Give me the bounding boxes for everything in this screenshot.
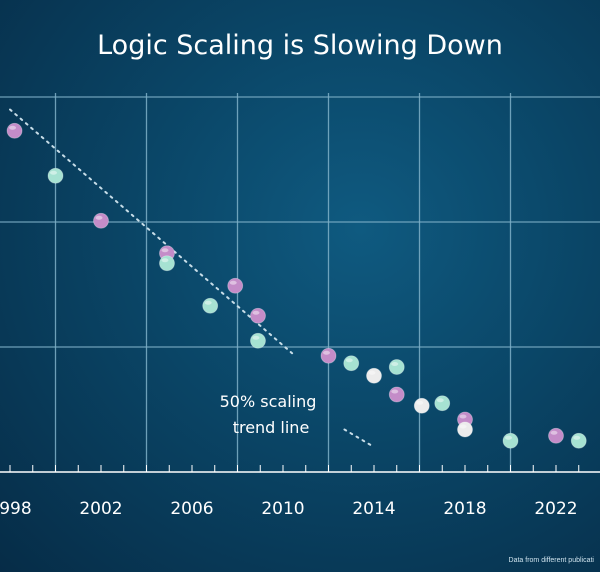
chart-title: Logic Scaling is Slowing Down [97, 30, 503, 61]
data-point-highlight [573, 435, 581, 440]
data-point-teal [343, 355, 360, 372]
data-point-highlight [95, 215, 103, 220]
data-points [6, 122, 587, 449]
trend-line-group [9, 108, 375, 448]
data-point-highlight [50, 170, 57, 175]
data-point-highlight [436, 398, 444, 403]
data-point-purple [388, 386, 405, 403]
x-tick-label: 2002 [79, 499, 122, 519]
data-point-purple [250, 307, 266, 324]
data-point-white [413, 397, 430, 414]
x-tick-label: 2018 [443, 499, 486, 519]
data-point-highlight [161, 258, 169, 263]
data-point-teal [202, 297, 219, 314]
data-point-teal [570, 432, 587, 449]
data-point-highlight [391, 389, 399, 394]
x-tick-label: 2006 [170, 499, 213, 519]
data-point-teal [388, 359, 405, 375]
data-point-purple [227, 277, 244, 294]
x-tick-label: 2010 [261, 499, 304, 519]
data-point-teal [502, 432, 519, 449]
data-point-teal [47, 167, 64, 184]
footnote: Data from different publicati [508, 557, 594, 564]
data-point-teal [159, 255, 175, 272]
x-tick-label: 1998 [0, 499, 32, 519]
data-point-highlight [345, 358, 353, 363]
data-point-highlight [161, 248, 169, 253]
data-point-highlight [505, 435, 512, 440]
data-point-highlight [229, 280, 237, 285]
data-point-purple [6, 122, 23, 139]
data-point-highlight [550, 430, 558, 435]
x-tick-labels: 1998 2002 2006 2010 2014 2018 2022 [0, 499, 578, 519]
trend-line-tail [343, 428, 375, 448]
data-point-highlight [323, 350, 330, 355]
data-point-white [457, 421, 473, 438]
axes [0, 465, 600, 473]
data-point-highlight [459, 414, 467, 419]
data-point-highlight [391, 362, 399, 366]
data-point-purple [548, 427, 564, 444]
trend-annotation-line1: 50% scaling [220, 392, 317, 411]
grid [0, 93, 600, 472]
trend-annotation-line2: trend line [233, 418, 310, 437]
data-point-highlight [9, 125, 17, 130]
x-tick-label: 2022 [534, 499, 577, 519]
data-point-highlight [368, 370, 376, 375]
data-point-purple [320, 347, 337, 364]
data-point-teal [250, 332, 266, 349]
data-point-white [366, 367, 382, 384]
data-point-highlight [252, 335, 260, 340]
x-tick-label: 2014 [352, 499, 395, 519]
data-point-purple [93, 212, 109, 229]
data-point-highlight [204, 300, 212, 305]
trend-line [9, 108, 294, 355]
data-point-highlight [252, 310, 260, 315]
data-point-highlight [459, 424, 467, 429]
data-point-teal [434, 395, 451, 412]
data-point-highlight [416, 400, 424, 405]
